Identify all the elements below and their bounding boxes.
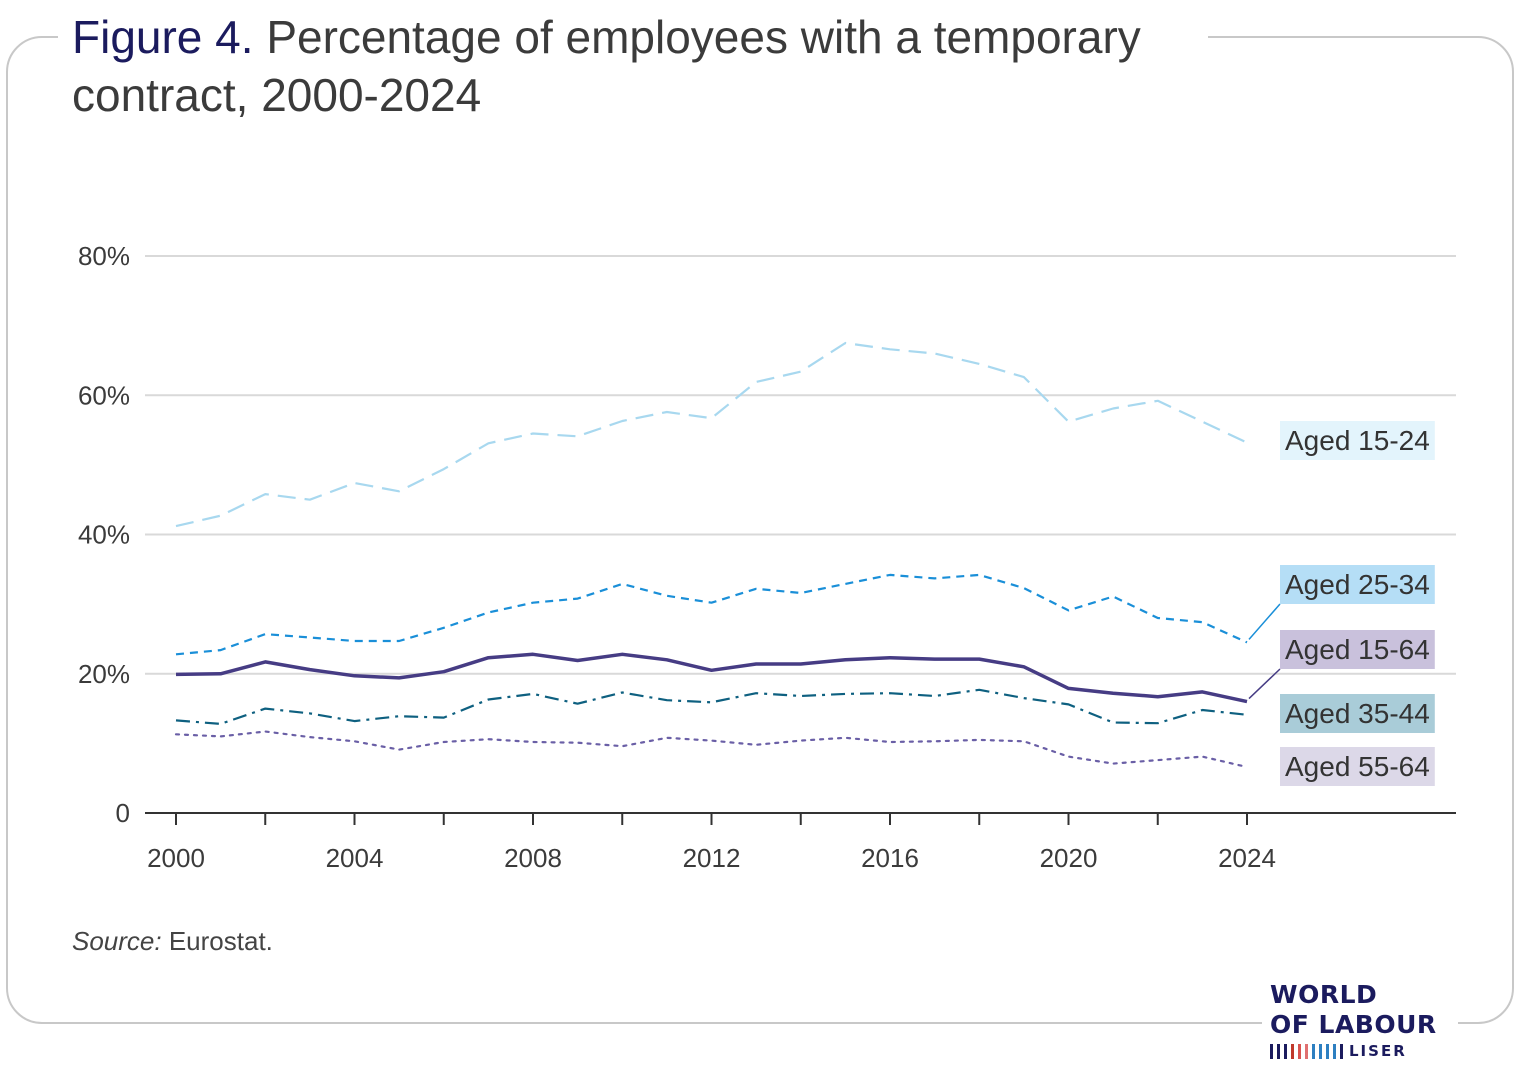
- series-line: [174, 730, 1249, 769]
- series-label-bg: [1280, 747, 1435, 786]
- world-of-labour-logo: WORLD OF LABOUR LISER: [1262, 980, 1458, 1066]
- series-label-bg: [1280, 694, 1435, 733]
- y-tick-label: 60%: [78, 380, 130, 410]
- logo-bar: [1326, 1043, 1329, 1059]
- series-label-bg: [1280, 421, 1435, 460]
- logo-line-3: LISER: [1270, 1042, 1458, 1060]
- y-tick-label: 40%: [78, 520, 130, 550]
- x-tick-label: 2008: [504, 843, 562, 873]
- y-tick-label: 0: [116, 798, 130, 828]
- source-note: Source: Eurostat.: [72, 926, 273, 957]
- series-label-text: Aged 15-24: [1285, 425, 1430, 456]
- series-line: [175, 652, 1248, 704]
- series-line: [175, 688, 1248, 726]
- axes: 0 20% 40% 60% 80% 2000 2004 2008 2012 2016 2020 202…: [78, 241, 1456, 873]
- logo-bar: [1270, 1043, 1273, 1059]
- series-label-text: Aged 55-64: [1285, 751, 1430, 782]
- series-line: [175, 341, 1248, 528]
- x-tick-label: 2012: [683, 843, 741, 873]
- logo-line-1: WORLD: [1270, 980, 1378, 1009]
- logo-bar: [1340, 1043, 1343, 1059]
- x-tick-label: 2000: [147, 843, 205, 873]
- series-label-text: Aged 25-34: [1285, 569, 1430, 600]
- series-label-connector: [1248, 603, 1281, 640]
- logo-bar: [1319, 1043, 1322, 1059]
- figure-title: Figure 4. Percentage of employees with a…: [72, 8, 1194, 124]
- series-labels: Aged 15-24 Aged 25-34 Aged 15-64 Aged 35-44…: [1248, 421, 1435, 786]
- series-line: [175, 573, 1248, 656]
- source-text: Eurostat.: [168, 926, 273, 956]
- title-block: Figure 4. Percentage of employees with a…: [58, 8, 1208, 124]
- logo-bar: [1305, 1043, 1308, 1059]
- series-lines: [174, 341, 1249, 769]
- gridlines: [145, 255, 1456, 675]
- logo-line-2: OF LABOUR: [1270, 1010, 1437, 1039]
- series-label-connector: [1248, 668, 1281, 700]
- series-label-bg: [1280, 630, 1435, 669]
- logo-bar: [1277, 1043, 1280, 1059]
- x-tick-label: 2004: [326, 843, 384, 873]
- x-tick-label: 2016: [861, 843, 919, 873]
- source-label: Source:: [72, 926, 162, 956]
- logo-bar: [1284, 1043, 1287, 1059]
- logo-liser: LISER: [1349, 1042, 1407, 1060]
- series-label-text: Aged 35-44: [1285, 698, 1430, 729]
- logo-bar: [1312, 1043, 1315, 1059]
- logo-bar: [1291, 1043, 1294, 1059]
- series-label-bg: [1280, 565, 1435, 604]
- logo-bar: [1298, 1043, 1301, 1059]
- logo-bars: [1270, 1043, 1343, 1059]
- logo-bar: [1333, 1043, 1336, 1059]
- y-tick-label: 80%: [78, 241, 130, 271]
- title-text: Percentage of employees with a temporary…: [72, 11, 1141, 121]
- x-tick-label: 2024: [1218, 843, 1276, 873]
- y-tick-label: 20%: [78, 659, 130, 689]
- figure-label: Figure 4.: [72, 11, 254, 63]
- series-label-text: Aged 15-64: [1285, 634, 1430, 665]
- x-tick-label: 2020: [1040, 843, 1098, 873]
